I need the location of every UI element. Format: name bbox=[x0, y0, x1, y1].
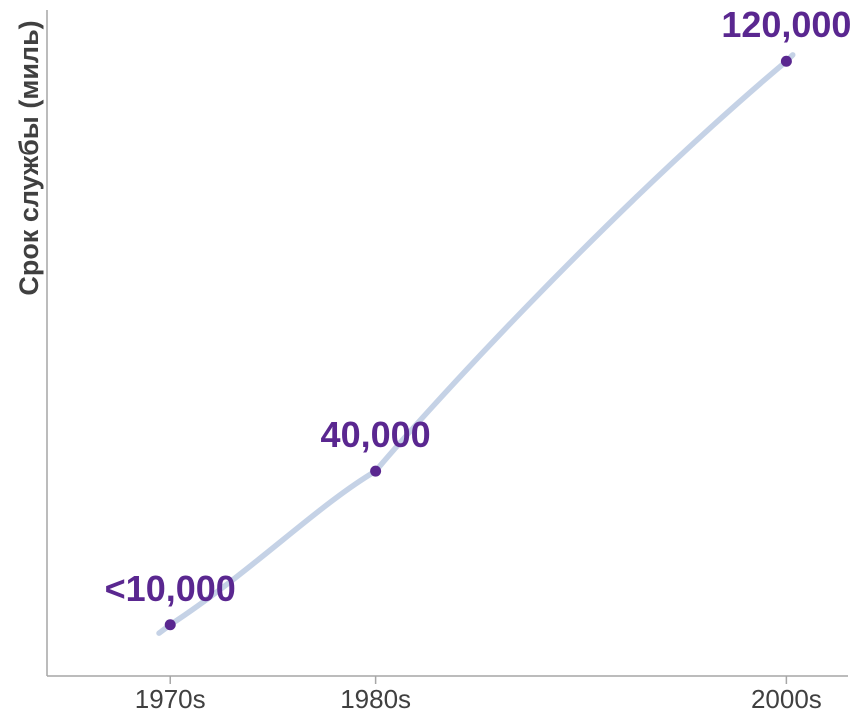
y-axis-label: Срок службы (миль) bbox=[14, 20, 44, 295]
data-point bbox=[780, 55, 792, 67]
x-axis-tick-labels: 1970s 1980s 2000s bbox=[135, 684, 822, 710]
x-tick-label: 1970s bbox=[135, 684, 206, 710]
x-tick-label: 2000s bbox=[751, 684, 822, 710]
data-points bbox=[164, 55, 792, 631]
data-label: 40,000 bbox=[321, 414, 431, 455]
x-tick-label: 1980s bbox=[340, 684, 411, 710]
x-axis-ticks bbox=[169, 676, 788, 684]
data-point bbox=[370, 465, 382, 477]
data-label: 120,000 bbox=[721, 4, 850, 45]
series-line bbox=[156, 52, 796, 636]
data-labels: <10,000 40,000 120,000 bbox=[105, 4, 850, 609]
data-label: <10,000 bbox=[105, 568, 236, 609]
data-point bbox=[164, 619, 176, 631]
